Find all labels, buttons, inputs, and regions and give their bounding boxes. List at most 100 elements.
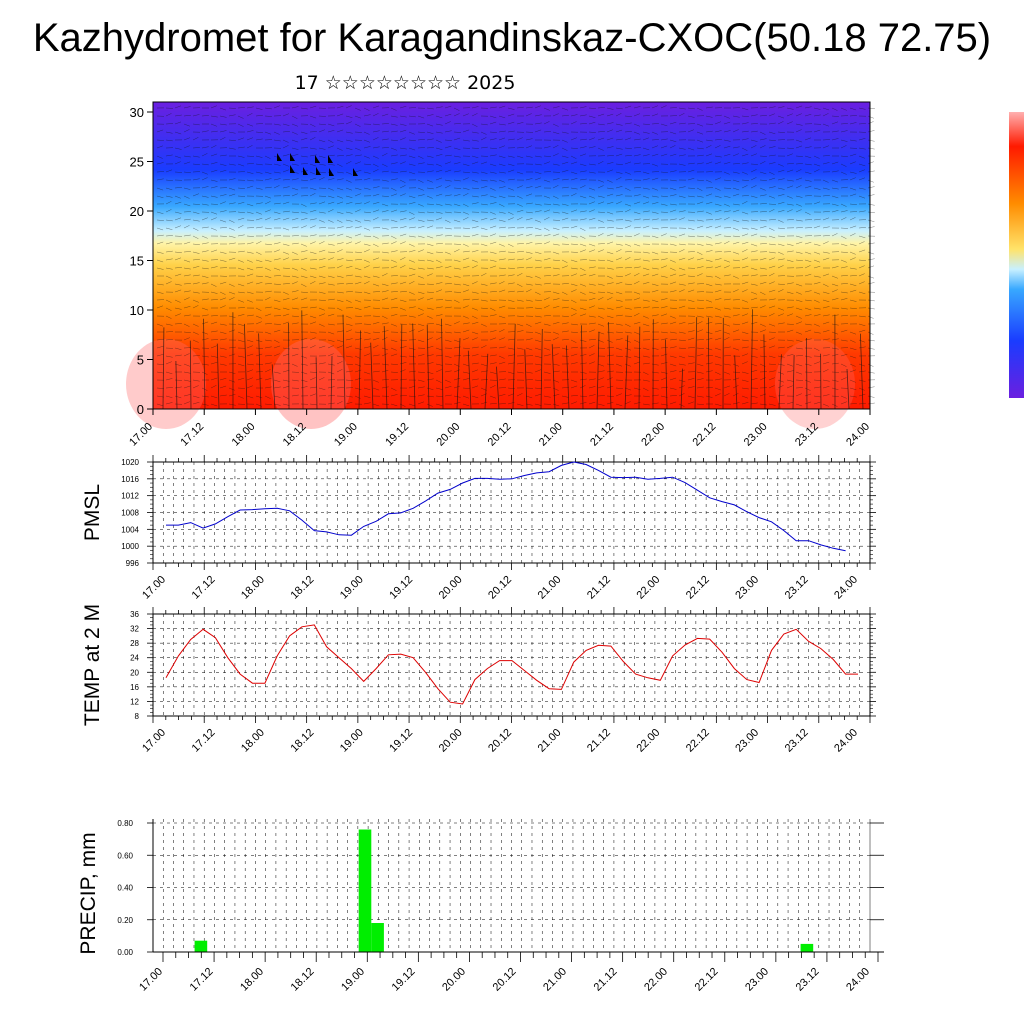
temp-xtick-label: 21.00 xyxy=(536,727,564,755)
precip-xtick-label: 22.00 xyxy=(642,966,670,994)
temp-xtick-label: 23.00 xyxy=(733,727,761,755)
wind-flag xyxy=(290,153,295,161)
y-tick-label: 12 xyxy=(130,697,139,706)
wind-barbs xyxy=(156,105,876,407)
y-tick-label: 0 xyxy=(137,402,144,417)
precip-xtick-label: 17.00 xyxy=(137,966,165,994)
pmsl-xtick-label: 22.12 xyxy=(684,574,712,602)
temp-axis-label: TEMP at 2 M xyxy=(81,604,104,726)
heatmap-warm-cell xyxy=(271,339,351,429)
y-tick-label: 1016 xyxy=(121,475,139,484)
y-tick-label: 20 xyxy=(130,204,144,219)
pmsl-xtick-label: 20.00 xyxy=(437,574,465,602)
temp-xtick-label: 19.00 xyxy=(338,727,366,755)
y-tick-label: 1004 xyxy=(121,525,139,534)
cross-xtick-label: 21.12 xyxy=(588,421,616,449)
y-tick-label: 0.00 xyxy=(117,948,133,957)
y-tick-label: 1000 xyxy=(121,542,139,551)
pmsl-series-line xyxy=(166,461,846,552)
pmsl-panel: 996 1000 1004 1008 1012 1016 1020 PMSL 17.00 17.1… xyxy=(81,455,876,602)
wind-flag xyxy=(329,168,334,176)
temp-xtick-label: 21.12 xyxy=(585,727,613,755)
cross-xtick-label: 20.12 xyxy=(486,421,514,449)
y-tick-label: 24 xyxy=(130,654,139,663)
precip-xtick-label: 19.12 xyxy=(390,966,418,994)
temp-xtick-label: 20.00 xyxy=(437,727,465,755)
wind-barbs-vertical xyxy=(162,309,864,410)
temp-xtick-label: 18.00 xyxy=(239,727,267,755)
pmsl-xtick-label: 23.12 xyxy=(783,574,811,602)
precip-xtick-label: 17.12 xyxy=(188,966,216,994)
pmsl-xtick-label: 18.12 xyxy=(288,574,316,602)
cross-xtick-label: 21.00 xyxy=(537,421,565,449)
cross-xtick-label: 19.12 xyxy=(383,421,411,449)
y-tick-label: 15 xyxy=(130,254,144,269)
y-tick-label: 30 xyxy=(130,105,144,120)
temp-panel: 8 12 16 20 24 28 32 36 TEMP at 2 M 17.00 17.12 18.0… xyxy=(81,604,876,755)
precip-xtick-label: 21.12 xyxy=(592,966,620,994)
temp-xtick-label: 19.12 xyxy=(387,727,415,755)
wind-flag xyxy=(316,167,321,175)
precip-bar xyxy=(800,943,814,952)
precip-bar xyxy=(358,829,372,952)
y-tick-label: 28 xyxy=(130,639,139,648)
pmsl-xtick-label: 18.00 xyxy=(239,574,267,602)
y-tick-label: 25 xyxy=(130,155,144,170)
precip-bar xyxy=(194,940,208,952)
temp-xtick-label: 18.12 xyxy=(288,727,316,755)
heatmap-field xyxy=(153,102,870,409)
temp-xtick-label: 24.00 xyxy=(832,727,860,755)
temp-series-line xyxy=(165,624,858,705)
pmsl-xtick-label: 22.00 xyxy=(634,574,662,602)
y-tick-label: 36 xyxy=(130,610,139,619)
y-tick-label: 1008 xyxy=(121,509,139,518)
cross-xtick-label: 22.12 xyxy=(691,421,719,449)
precip-axis-label: PRECIP, mm xyxy=(77,832,100,954)
precip-xtick-label: 21.00 xyxy=(541,966,569,994)
cross-xtick-label: 24.00 xyxy=(844,421,872,449)
precip-xtick-label: 22.12 xyxy=(693,966,721,994)
wind-flag xyxy=(303,167,308,175)
temp-xtick-label: 17.00 xyxy=(140,727,168,755)
temp-xtick-label: 22.12 xyxy=(684,727,712,755)
temp-xtick-label: 23.12 xyxy=(783,727,811,755)
y-tick-label: 16 xyxy=(130,683,139,692)
y-tick-label: 996 xyxy=(126,559,140,568)
precip-xtick-label: 20.12 xyxy=(491,966,519,994)
precip-xtick-label: 23.12 xyxy=(794,966,822,994)
pmsl-xtick-label: 17.00 xyxy=(140,574,168,602)
y-tick-label: 0.80 xyxy=(117,819,133,828)
precip-xtick-label: 24.00 xyxy=(844,966,872,994)
heatmap-warm-cell xyxy=(775,339,855,429)
precip-xtick-label: 20.00 xyxy=(440,966,468,994)
precip-xtick-label: 18.12 xyxy=(289,966,317,994)
pmsl-xtick-label: 21.12 xyxy=(585,574,613,602)
y-tick-label: 10 xyxy=(130,303,144,318)
cross-xtick-label: 19.00 xyxy=(332,421,360,449)
pmsl-xtick-label: 17.12 xyxy=(190,574,218,602)
temp-xtick-label: 17.12 xyxy=(190,727,218,755)
wind-flag xyxy=(277,153,282,161)
pmsl-xtick-label: 23.00 xyxy=(733,574,761,602)
heatmap-warm-cell xyxy=(126,339,206,429)
wind-flag xyxy=(328,155,333,163)
temp-xtick-label: 20.12 xyxy=(486,727,514,755)
cross-xtick-label: 18.00 xyxy=(230,421,258,449)
y-tick-label: 0.40 xyxy=(117,884,133,893)
pmsl-xtick-label: 19.12 xyxy=(387,574,415,602)
chart-title: Kazhydromet for Karagandinskaz-CXOC(50.1… xyxy=(32,16,992,60)
wind-flag xyxy=(315,155,320,163)
cross-xtick-label: 23.00 xyxy=(742,421,770,449)
temp-xtick-label: 22.00 xyxy=(634,727,662,755)
pmsl-xtick-label: 20.12 xyxy=(486,574,514,602)
y-tick-label: 1020 xyxy=(121,458,139,467)
wind-flag xyxy=(353,168,358,176)
y-tick-label: 8 xyxy=(135,712,140,721)
colorbar xyxy=(1009,112,1024,398)
y-tick-label: 20 xyxy=(130,668,139,677)
y-tick-label: 0.20 xyxy=(117,916,133,925)
pmsl-xtick-label: 19.00 xyxy=(338,574,366,602)
precip-xtick-label: 23.00 xyxy=(743,966,771,994)
